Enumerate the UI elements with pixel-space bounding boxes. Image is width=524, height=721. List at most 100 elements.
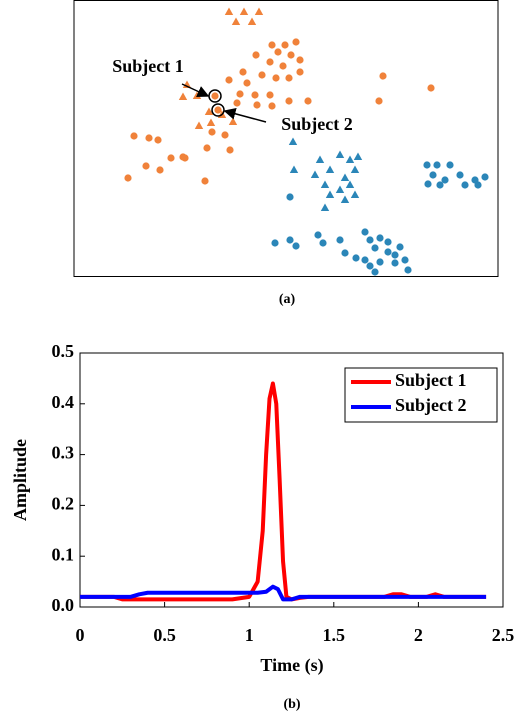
circle-point [336, 236, 344, 244]
triangle-point [345, 180, 355, 188]
triangle-point [320, 180, 330, 188]
circle-point [427, 84, 435, 92]
circle-point [130, 132, 138, 140]
circle-point [268, 41, 276, 49]
circle-point [436, 181, 444, 189]
x-tick-label: 2 [414, 625, 423, 645]
circle-point [391, 259, 399, 267]
circle-point [214, 106, 222, 114]
triangle-point [289, 165, 299, 173]
circle-point [423, 161, 431, 169]
circle-point [208, 128, 216, 136]
circle-point [361, 228, 369, 236]
circle-point [401, 256, 409, 264]
circle-point [266, 58, 274, 66]
triangle-point [254, 7, 264, 15]
legend-box [344, 367, 498, 423]
y-tick-label: 0.0 [52, 595, 75, 615]
circle-point [201, 177, 209, 185]
circle-point [391, 251, 399, 259]
circle-point [142, 162, 150, 170]
x-tick-label: 1 [245, 625, 254, 645]
legend-label: Subject 2 [395, 395, 467, 415]
circle-point [167, 154, 175, 162]
circle-point [474, 181, 482, 189]
circle-point [429, 171, 437, 179]
arrow [223, 107, 267, 123]
circle-point [281, 41, 289, 49]
y-tick-label: 0.3 [52, 443, 75, 463]
triangle-point [247, 17, 257, 25]
arrow [181, 83, 210, 98]
triangle-point [350, 165, 360, 173]
circle-point [286, 193, 294, 201]
circle-point [253, 101, 261, 109]
circle-point [366, 236, 374, 244]
circle-point [433, 161, 441, 169]
circle-point [379, 72, 387, 80]
circle-point [384, 248, 392, 256]
circle-point [145, 134, 153, 142]
circle-point [156, 166, 164, 174]
circle-point [384, 238, 392, 246]
triangle-point [320, 203, 330, 211]
circle-point [292, 38, 300, 46]
triangle-point [353, 152, 363, 160]
x-tick-label: 0.5 [153, 625, 176, 645]
triangle-point [288, 137, 298, 145]
circle-point [361, 256, 369, 264]
annotation: Subject 2 [281, 114, 353, 134]
triangle-point [345, 155, 355, 163]
triangle-point [325, 165, 335, 173]
circle-point [272, 74, 280, 82]
triangle-point [340, 195, 350, 203]
circle-point [456, 171, 464, 179]
circle-point [319, 239, 327, 247]
triangle-point [335, 185, 345, 193]
triangle-point [340, 173, 350, 181]
circle-point [274, 48, 282, 56]
circle-point [404, 266, 412, 274]
circle-point [226, 146, 234, 154]
circle-point [266, 91, 274, 99]
triangle-point [228, 117, 238, 125]
y-tick-label: 0.2 [52, 494, 75, 514]
circle-point [258, 71, 266, 79]
triangle-point [239, 7, 249, 15]
circle-point [424, 180, 432, 188]
legend-label: Subject 1 [395, 370, 467, 390]
triangle-point [194, 121, 204, 129]
circle-point [352, 254, 360, 262]
circle-point [375, 97, 383, 105]
circle-point [314, 231, 322, 239]
circle-point [203, 144, 211, 152]
y-axis-label: Amplitude [10, 439, 30, 521]
circle-point [292, 242, 300, 250]
circle-point [268, 102, 276, 110]
circle-point [154, 136, 162, 144]
circle-point [221, 131, 229, 139]
circle-point [285, 74, 293, 82]
caption: (a) [279, 292, 296, 307]
circle-point [239, 68, 247, 76]
triangle-point [224, 7, 234, 15]
circle-point [296, 68, 304, 76]
circle-point [446, 161, 454, 169]
circle-point [371, 244, 379, 252]
circle-point [296, 56, 304, 64]
triangle-point [315, 155, 325, 163]
triangle-point [231, 17, 241, 25]
line-chart: 0.0 0.1 0.2 0.3 0.4 0.5 0 0.5 1 1.5 2 2.5 Subject 1 S… [52, 341, 515, 645]
circle-point [271, 239, 279, 247]
circle-point [376, 234, 384, 242]
circle-point [181, 154, 189, 162]
circle-point [233, 99, 241, 107]
x-tick-label: 1.5 [323, 625, 346, 645]
triangle-point [335, 150, 345, 158]
scatter-points [124, 7, 489, 276]
triangle-point [178, 92, 188, 100]
line-series [80, 584, 487, 602]
triangle-point [350, 190, 360, 198]
circle-point [279, 62, 287, 70]
